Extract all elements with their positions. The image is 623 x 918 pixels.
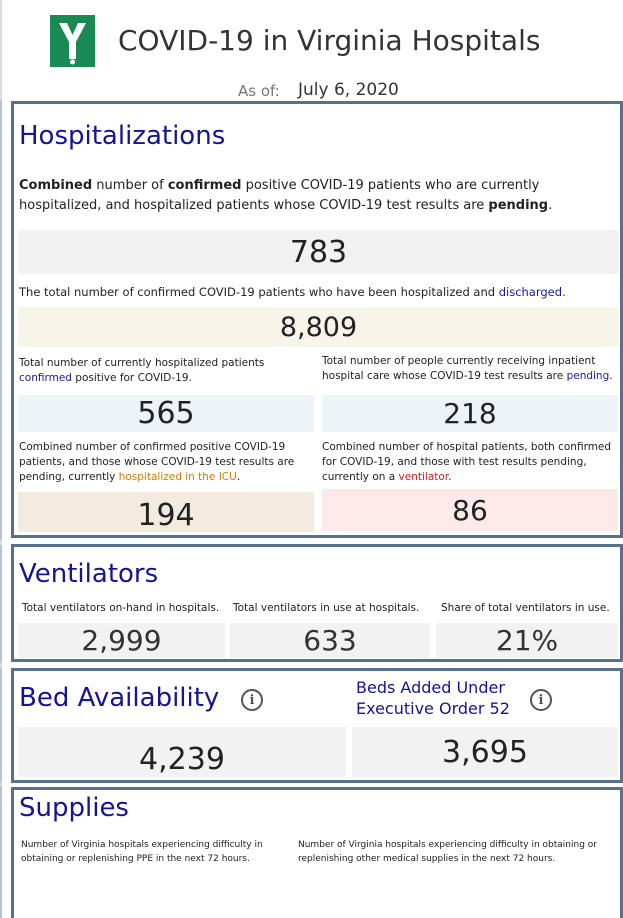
other-supplies-description: Number of Virginia hospitals experiencin… bbox=[298, 840, 597, 864]
desc-text: . bbox=[548, 198, 553, 213]
bed-availability-value: 4,239 bbox=[18, 727, 346, 777]
ppe-description: Number of Virginia hospitals experiencin… bbox=[21, 840, 263, 864]
discharged-description: The total number of confirmed COVID-19 p… bbox=[19, 285, 619, 300]
ventilators-share-value: 21% bbox=[436, 623, 618, 658]
bed-availability-heading: Bed Availability bbox=[19, 683, 220, 713]
supplies-panel bbox=[11, 787, 623, 918]
ventilator-patients-value: 86 bbox=[322, 489, 618, 531]
confirmed-label: confirmed bbox=[19, 372, 72, 384]
confirmed-value: 565 bbox=[18, 395, 314, 432]
pending-label: pending bbox=[488, 198, 549, 213]
hospitalizations-heading: Hospitalizations bbox=[19, 121, 226, 151]
desc-text: Combined number of confirmed positive CO… bbox=[19, 441, 295, 483]
page-title: COVID-19 in Virginia Hospitals bbox=[118, 24, 541, 57]
desc-text: number of bbox=[92, 178, 168, 193]
ventilator-label: ventilator bbox=[398, 471, 449, 483]
left-edge-accent bbox=[0, 668, 2, 783]
info-icon[interactable]: i bbox=[530, 689, 552, 711]
desc-text: . bbox=[609, 370, 613, 382]
beds-added-heading: Beds Added Under Executive Order 52 bbox=[356, 678, 510, 718]
desc-text: Total number of people currently receivi… bbox=[322, 355, 596, 382]
icu-description: Combined number of confirmed positive CO… bbox=[19, 440, 309, 485]
desc-text: Combined number of hospital patients, bo… bbox=[322, 441, 612, 483]
desc-text: positive for COVID-19. bbox=[71, 372, 192, 384]
as-of-date: July 6, 2020 bbox=[298, 80, 399, 100]
combined-value: 783 bbox=[18, 230, 619, 274]
virginia-hospital-logo bbox=[50, 15, 95, 67]
ventilators-in-use-value: 633 bbox=[230, 623, 430, 658]
ventilators-share-label: Share of total ventilators in use. bbox=[441, 602, 610, 614]
desc-text: . bbox=[562, 285, 566, 299]
desc-text: Total number of currently hospitalized p… bbox=[19, 357, 265, 369]
icu-label: hospitalized in the ICU bbox=[118, 471, 237, 483]
ventilators-in-use-label: Total ventilators in use at hospitals. bbox=[233, 602, 420, 614]
pending-label: pending bbox=[566, 370, 610, 382]
desc-text: . bbox=[448, 471, 452, 483]
ventilators-heading: Ventilators bbox=[19, 559, 159, 589]
confirmed-description: Total number of currently hospitalized p… bbox=[19, 356, 299, 386]
desc-text: The total number of confirmed COVID-19 p… bbox=[19, 285, 499, 299]
combined-description: Combined number of confirmed positive CO… bbox=[19, 176, 574, 216]
left-edge-accent bbox=[0, 786, 2, 918]
confirmed-label: confirmed bbox=[167, 178, 242, 193]
pending-value: 218 bbox=[322, 395, 618, 432]
ventilator-patients-description: Combined number of hospital patients, bo… bbox=[322, 440, 619, 485]
beds-added-value: 3,695 bbox=[352, 727, 618, 777]
pending-description: Total number of people currently receivi… bbox=[322, 354, 617, 384]
desc-text: . bbox=[236, 471, 241, 483]
desc-text: positive COVID-19 patients who are curre… bbox=[19, 178, 540, 213]
icu-value: 194 bbox=[18, 492, 314, 533]
supplies-heading: Supplies bbox=[19, 793, 129, 823]
ventilators-on-hand-value: 2,999 bbox=[18, 623, 225, 658]
left-edge-accent bbox=[0, 100, 2, 540]
combined-label: Combined bbox=[19, 178, 93, 193]
ventilators-on-hand-label: Total ventilators on-hand in hospitals. bbox=[22, 602, 220, 614]
info-icon[interactable]: i bbox=[241, 689, 263, 711]
discharged-value: 8,809 bbox=[18, 307, 619, 347]
left-edge-accent bbox=[0, 545, 2, 663]
as-of-label: As of: bbox=[238, 82, 280, 100]
discharged-label: discharged bbox=[498, 285, 563, 299]
